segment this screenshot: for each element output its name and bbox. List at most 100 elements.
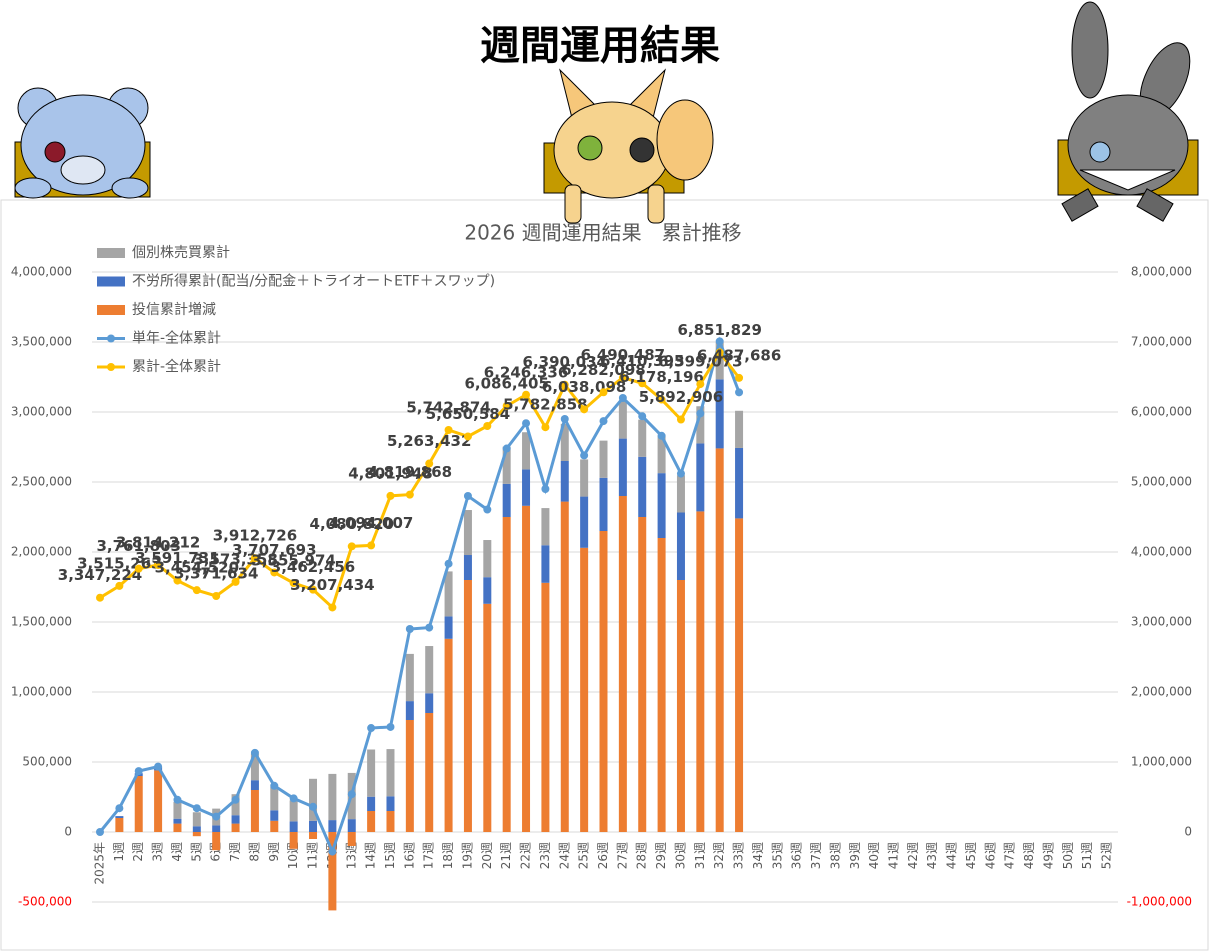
line-series [99,349,741,611]
line-marker [309,585,318,594]
line-marker [328,603,337,612]
bar-segment [173,801,182,819]
bar-segment [715,448,724,832]
x-tick-label: 49週 [1041,842,1055,869]
line-marker [134,564,143,573]
x-tick-label: 40週 [867,842,881,869]
data-label: 6,086,405 [464,374,548,392]
bar-segment [289,800,298,822]
legend-label: 累計-全体累計 [132,358,221,375]
data-label: 6,487,686 [697,346,781,364]
bar-segment [618,401,627,439]
y-tick-label: -500,000 [18,895,72,909]
line-marker [425,459,434,468]
bar-segment [599,531,608,832]
bar-segment [560,501,569,832]
y2-tick-label: 4,000,000 [1131,545,1192,559]
line-marker [715,348,724,357]
data-label: 6,038,098 [542,378,626,396]
bar-segment [425,693,434,713]
bar-segment [250,790,259,832]
bar-segment [367,811,376,832]
data-label: 5,263,432 [387,432,471,450]
bar-segment [134,776,143,832]
x-tick-label: 2025年 [93,842,107,885]
line-marker [580,405,589,414]
data-label: 6,410,395 [600,352,684,370]
line-marker [560,415,569,423]
x-tick-label: 18週 [441,842,455,869]
bar-segment [115,818,124,832]
bar-segment [192,826,201,832]
bar-segment [676,475,685,513]
bar-segment [735,518,744,832]
y2-tick-label: 5,000,000 [1131,475,1192,489]
bar-segment [463,555,472,580]
line-marker [212,591,221,600]
line-marker [386,722,395,731]
data-label: 3,761,803 [96,537,180,555]
line-marker [154,561,163,570]
bar-segment [347,832,356,846]
data-label: 5,892,906 [639,388,723,406]
x-tick-label: 34週 [751,842,765,869]
bar-segment [735,410,744,448]
line-marker [367,724,376,733]
bar-segment [347,819,356,832]
y2-tick-label: 2,000,000 [1131,685,1192,699]
bar-segment [599,477,608,531]
x-tick-label: 24週 [557,842,571,869]
line-marker [405,490,414,499]
bar-segment [541,582,550,832]
data-label: 3,207,434 [290,576,374,594]
legend-swatch [97,276,125,287]
x-tick-label: 14週 [364,842,378,869]
line-marker [386,491,395,500]
line-marker [96,828,104,836]
line-marker [289,794,298,803]
bar-segment [618,438,627,496]
line-marker [270,568,279,577]
line-marker [425,623,434,632]
data-label: 5,782,858 [503,396,587,414]
data-label: 3,462,456 [271,558,355,576]
data-label: 3,347,224 [58,566,142,584]
x-tick-label: 39週 [848,842,862,869]
chart-title: 2026 週間運用結果 累計推移 [464,221,741,245]
y2-tick-label: 8,000,000 [1131,265,1192,279]
bar-segment [309,778,318,821]
legend-label: 単年-全体累計 [132,330,221,347]
line-marker [347,542,356,551]
x-tick-label: 7週 [228,842,242,862]
bar-segment [367,796,376,811]
x-tick-label: 48週 [1022,842,1036,869]
line-marker [328,847,337,856]
x-tick-label: 36週 [790,842,804,869]
line-marker [289,579,298,588]
bar-segment [638,419,647,457]
bar-segment [502,517,511,832]
bar-segment [599,440,608,478]
line-marker [192,804,201,813]
line-marker [522,419,531,428]
data-label: 5,742,874 [406,398,490,416]
bar-segment [735,447,744,519]
x-tick-label: 45週 [964,842,978,869]
bar-segment [560,423,569,461]
bar-segment [638,456,647,517]
y-tick-label: 2,000,000 [11,545,72,559]
y2-tick-label: 3,000,000 [1131,615,1192,629]
x-tick-label: 22週 [519,842,533,869]
bar-segment [657,435,666,474]
legend-marker [107,363,115,371]
line-marker [657,431,666,440]
line-marker [522,390,531,399]
x-tick-label: 4週 [170,842,184,862]
y-tick-label: 1,500,000 [11,615,72,629]
bar-segment [463,510,472,556]
data-label: 4,080,820 [310,515,394,533]
x-tick-label: 11週 [306,842,320,869]
line-marker [192,586,201,595]
data-label: 4,819,868 [368,463,452,481]
